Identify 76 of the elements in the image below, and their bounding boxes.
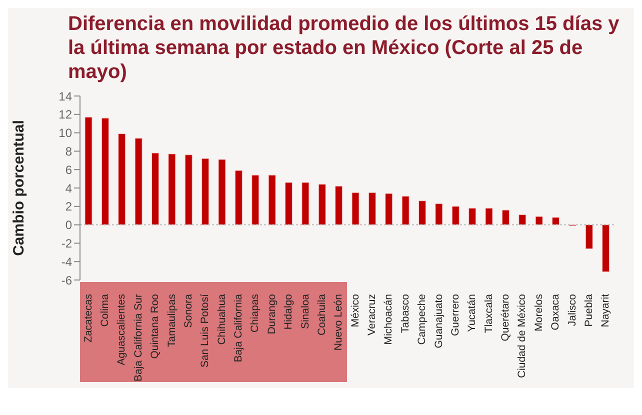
bar — [602, 224, 610, 272]
bar — [468, 208, 476, 226]
x-tick-label: Tlaxcala — [482, 294, 495, 334]
x-tick-label: Puebla — [582, 294, 595, 327]
bar — [585, 224, 593, 249]
bar — [518, 214, 526, 226]
bar — [452, 206, 460, 226]
bar — [485, 208, 493, 226]
x-tick-label: Baja California — [232, 294, 245, 362]
y-tick-label: 6 — [65, 162, 72, 177]
x-tick-label: Quintana Roo — [149, 294, 162, 359]
x-tick-label: Querétaro — [500, 294, 512, 342]
x-tick-label: Hidalgo — [282, 294, 295, 330]
bar — [84, 116, 92, 226]
bar — [252, 174, 260, 226]
bar — [435, 203, 443, 226]
x-tick-label: Guerrero — [449, 294, 462, 336]
bar — [535, 216, 543, 226]
y-tick-label: 4 — [65, 181, 72, 196]
x-tick-label: Tabasco — [399, 294, 412, 334]
x-tick-label: Baja California Sur — [132, 294, 144, 382]
bar — [368, 192, 376, 226]
x-tick-label: Coahuila — [316, 294, 328, 336]
bar — [552, 217, 560, 226]
x-tick-label: Ciudad de México — [516, 294, 528, 378]
x-tick-label: Yucatán — [466, 294, 478, 332]
x-tick-label: Nuevo León — [332, 294, 345, 351]
bar — [418, 200, 426, 226]
bar — [152, 152, 160, 226]
y-tick-label: 14 — [58, 89, 72, 104]
bar — [101, 118, 109, 226]
y-tick-label: -2 — [61, 236, 72, 250]
y-axis-title: Cambio porcentual — [10, 120, 28, 256]
y-tick-label: 8 — [65, 144, 72, 158]
x-tick-label: Oaxaca — [550, 294, 562, 330]
x-tick-label: México — [349, 294, 362, 328]
y-tick-label: 10 — [58, 126, 72, 140]
x-tick-label: Aguascalientes — [116, 294, 128, 366]
bar — [202, 158, 210, 226]
x-tick-label: Chihuahua — [216, 294, 228, 345]
bar — [118, 133, 126, 226]
x-tick-label: Sonora — [182, 294, 194, 328]
y-tick-label: 12 — [58, 108, 72, 122]
bar — [184, 154, 192, 226]
x-tick-label: Morelos — [532, 294, 545, 332]
bar — [302, 182, 310, 226]
bar — [134, 138, 142, 226]
x-tick-label: San Luis Potosí — [199, 294, 212, 368]
x-tick-label: Veracruz — [366, 294, 378, 336]
x-tick-label: Tamaulipas — [166, 294, 178, 348]
bar — [335, 186, 343, 226]
x-tick-label: Colima — [99, 294, 112, 327]
y-tick-label: -6 — [61, 273, 72, 288]
chart-title: Diferencia en movilidad promedio de los últimos 15 días y la última semana por estado en México (Corte al 25 de mayo) — [67, 12, 620, 85]
x-tick-label: Campeche — [416, 294, 428, 345]
bar — [502, 210, 510, 226]
x-tick-label: Nayarit — [600, 294, 612, 328]
bar — [268, 174, 276, 226]
bar — [285, 182, 293, 226]
x-tick-label: Jalisco — [566, 294, 578, 326]
y-tick-label: 2 — [65, 200, 72, 214]
x-tick-label: Zacatecas — [82, 294, 94, 342]
bar — [168, 154, 176, 226]
x-tick-label: Chiapas — [249, 294, 262, 333]
bar — [402, 196, 410, 226]
bar — [352, 192, 360, 226]
y-tick-label: -4 — [61, 254, 72, 269]
bar — [318, 184, 326, 226]
bar — [385, 193, 393, 226]
bar — [234, 170, 242, 226]
bar — [218, 159, 226, 226]
x-tick-label: Guanajuato — [432, 294, 445, 348]
x-tick-label: Michoacán — [382, 294, 395, 345]
x-tick-label: Sinaloa — [299, 294, 312, 330]
x-tick-label: Durango — [266, 294, 278, 334]
y-tick-label: 0 — [65, 218, 72, 232]
